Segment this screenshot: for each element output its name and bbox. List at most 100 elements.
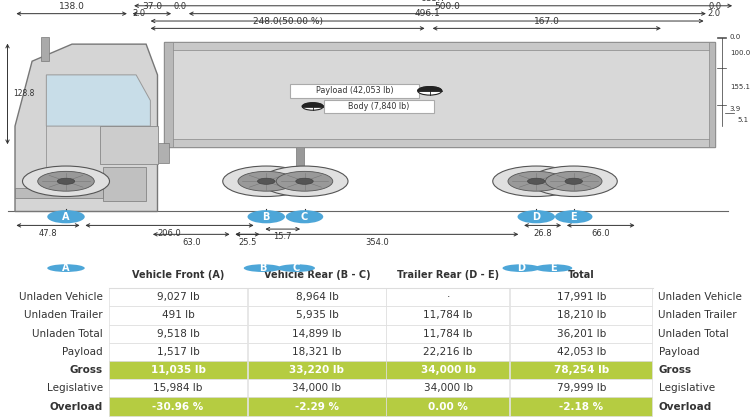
Bar <box>109 288 247 306</box>
Text: 8,964 lb: 8,964 lb <box>296 292 338 302</box>
Text: ·: · <box>446 292 450 302</box>
Polygon shape <box>100 126 158 163</box>
Circle shape <box>527 178 545 184</box>
Bar <box>248 324 386 343</box>
Circle shape <box>296 178 314 184</box>
Text: 685.7: 685.7 <box>420 0 446 3</box>
Bar <box>510 379 652 397</box>
Bar <box>104 167 146 201</box>
Circle shape <box>286 210 323 224</box>
Text: E: E <box>571 212 577 222</box>
Bar <box>109 379 247 397</box>
Circle shape <box>493 166 580 196</box>
Circle shape <box>535 264 572 272</box>
Text: B: B <box>262 212 270 222</box>
Text: Payload (42,053 lb): Payload (42,053 lb) <box>316 86 393 95</box>
Text: 0.0: 0.0 <box>730 35 741 40</box>
Text: Payload: Payload <box>62 347 103 357</box>
Text: Body (7,840 lb): Body (7,840 lb) <box>348 102 410 111</box>
Text: E: E <box>550 263 556 273</box>
Text: 138.0: 138.0 <box>58 2 85 11</box>
Bar <box>109 343 247 361</box>
Bar <box>248 361 386 379</box>
Text: 34,000 lb: 34,000 lb <box>424 383 472 393</box>
Bar <box>40 37 50 61</box>
Bar <box>109 324 247 343</box>
Text: -2.29 %: -2.29 % <box>295 402 339 412</box>
Circle shape <box>565 178 583 184</box>
Text: 248.0(50.00 %): 248.0(50.00 %) <box>253 17 322 26</box>
Bar <box>709 42 715 147</box>
Text: D: D <box>532 212 540 222</box>
Text: 9,027 lb: 9,027 lb <box>157 292 200 302</box>
Text: 0.00 %: 0.00 % <box>428 402 468 412</box>
Text: 354.0: 354.0 <box>365 238 388 247</box>
Text: 155.1: 155.1 <box>730 84 750 90</box>
Text: -30.96 %: -30.96 % <box>152 402 204 412</box>
Text: 0.0: 0.0 <box>709 2 722 11</box>
Text: 78,254 lb: 78,254 lb <box>554 365 609 375</box>
Text: Unladen Vehicle: Unladen Vehicle <box>658 292 742 302</box>
Circle shape <box>22 166 110 196</box>
Text: 18,321 lb: 18,321 lb <box>292 347 341 357</box>
Bar <box>164 42 172 147</box>
Text: 9,518 lb: 9,518 lb <box>157 329 200 339</box>
Bar <box>248 343 386 361</box>
Text: Gross: Gross <box>70 365 103 375</box>
Text: 0.0: 0.0 <box>173 2 187 11</box>
Text: 42,053 lb: 42,053 lb <box>556 347 606 357</box>
Text: 34,000 lb: 34,000 lb <box>292 383 341 393</box>
Text: Trailer Rear (D - E): Trailer Rear (D - E) <box>397 270 500 280</box>
Bar <box>248 306 386 324</box>
Circle shape <box>38 171 94 191</box>
Text: 15,984 lb: 15,984 lb <box>154 383 203 393</box>
Text: D: D <box>518 263 525 273</box>
Bar <box>386 324 509 343</box>
Text: Overload: Overload <box>658 402 712 412</box>
Text: C: C <box>292 263 300 273</box>
Text: 63.0: 63.0 <box>182 238 200 247</box>
Text: 491 lb: 491 lb <box>162 311 194 321</box>
Text: 3.9: 3.9 <box>730 106 741 112</box>
Bar <box>164 42 715 50</box>
Wedge shape <box>418 87 442 91</box>
Bar <box>510 361 652 379</box>
Bar <box>150 143 169 163</box>
Circle shape <box>276 171 333 191</box>
Bar <box>248 397 386 416</box>
Bar <box>510 343 652 361</box>
Bar <box>109 306 247 324</box>
Bar <box>510 397 652 416</box>
Text: Legislative: Legislative <box>658 383 715 393</box>
Text: 22,216 lb: 22,216 lb <box>424 347 472 357</box>
Text: 500.0: 500.0 <box>434 2 460 11</box>
Circle shape <box>257 178 275 184</box>
Text: 37.0: 37.0 <box>142 2 162 11</box>
Text: 496.1: 496.1 <box>414 10 440 18</box>
Bar <box>248 288 386 306</box>
Circle shape <box>238 171 295 191</box>
Circle shape <box>530 166 617 196</box>
Text: 2.0: 2.0 <box>707 10 721 18</box>
Text: 167.0: 167.0 <box>534 17 560 26</box>
Text: 128.8: 128.8 <box>13 89 34 98</box>
Text: 66.0: 66.0 <box>592 229 610 238</box>
Text: Total: Total <box>568 270 595 280</box>
Text: Legislative: Legislative <box>46 383 103 393</box>
Text: 47.8: 47.8 <box>39 229 57 238</box>
Text: 17,991 lb: 17,991 lb <box>556 292 606 302</box>
FancyBboxPatch shape <box>290 84 418 98</box>
Text: -2.18 %: -2.18 % <box>560 402 603 412</box>
Text: 1,517 lb: 1,517 lb <box>157 347 200 357</box>
Circle shape <box>518 210 555 224</box>
Bar <box>109 361 247 379</box>
Bar <box>386 397 509 416</box>
Text: 11,035 lb: 11,035 lb <box>151 365 206 375</box>
Text: Unladen Trailer: Unladen Trailer <box>658 311 737 321</box>
Circle shape <box>278 264 315 272</box>
Text: A: A <box>62 212 70 222</box>
Text: A: A <box>62 263 70 273</box>
Bar <box>510 324 652 343</box>
Text: Gross: Gross <box>658 365 692 375</box>
Circle shape <box>545 171 602 191</box>
